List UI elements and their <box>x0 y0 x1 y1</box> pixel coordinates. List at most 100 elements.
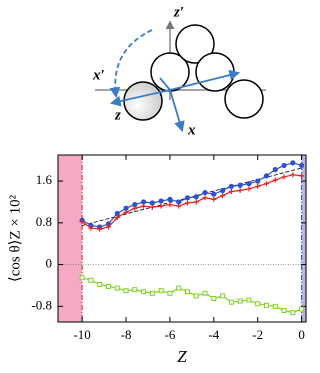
marker <box>79 275 85 281</box>
marker <box>211 196 217 202</box>
marker <box>237 187 243 193</box>
marker <box>176 285 182 291</box>
marker <box>114 285 120 291</box>
marker <box>167 290 173 296</box>
marker <box>272 177 278 183</box>
marker <box>132 287 138 293</box>
marker <box>272 167 278 173</box>
marker <box>272 303 278 309</box>
marker <box>193 293 199 299</box>
marker <box>202 195 208 201</box>
y-tick-label: 0 <box>46 256 53 271</box>
frame <box>57 154 307 323</box>
marker <box>281 162 287 169</box>
rotation-arc <box>109 29 153 99</box>
marker <box>88 277 94 283</box>
marker <box>281 174 287 180</box>
marker <box>220 187 226 194</box>
marker <box>193 194 199 200</box>
label: z <box>114 107 121 123</box>
marker <box>255 178 261 184</box>
label: z′ <box>173 4 184 20</box>
marker <box>123 288 129 294</box>
arrow <box>159 77 171 91</box>
marker <box>176 199 182 205</box>
marker <box>176 203 182 209</box>
circle <box>224 79 264 119</box>
marker <box>158 198 164 204</box>
marker <box>246 181 252 187</box>
marker <box>167 196 173 202</box>
marker <box>237 182 243 188</box>
marker <box>141 289 147 295</box>
marker <box>246 186 252 192</box>
marker <box>228 189 234 195</box>
marker <box>140 199 147 205</box>
marker <box>220 293 226 299</box>
marker <box>158 288 164 294</box>
marker <box>255 183 261 189</box>
marker <box>237 298 243 304</box>
marker <box>255 301 261 307</box>
label: x <box>187 122 196 138</box>
marker <box>263 181 269 187</box>
marker <box>141 203 147 209</box>
marker <box>149 290 155 296</box>
marker <box>290 310 296 316</box>
arrow <box>169 69 241 91</box>
marker <box>79 219 85 225</box>
circle <box>195 52 235 92</box>
marker <box>167 202 173 208</box>
shaded-region <box>301 155 306 322</box>
series-line <box>81 174 302 230</box>
arrow <box>109 89 171 107</box>
marker <box>228 299 234 305</box>
marker <box>220 193 226 199</box>
marker <box>114 210 120 217</box>
marker <box>105 284 111 290</box>
marker <box>97 281 103 287</box>
marker <box>193 199 199 205</box>
y-axis-label: ⟨cos θ⟩Z × 10² <box>7 194 23 282</box>
marker <box>211 191 217 197</box>
x-axis-label: Z <box>177 347 187 366</box>
plot: -10 -8 -6 -4 -2 0 -0.8 0 0.8 1.6 Z ⟨cos θ⟩Z × 10² <box>7 154 307 366</box>
marker <box>149 200 155 206</box>
x-tick-label: -6 <box>165 327 176 342</box>
marker <box>184 195 191 201</box>
diagram: z′ x′ z x <box>92 4 266 138</box>
marker <box>149 204 155 210</box>
arrow <box>169 89 185 133</box>
marker <box>202 189 208 196</box>
x-tick-label: 0 <box>298 327 305 342</box>
marker <box>211 296 217 302</box>
marker <box>184 200 190 206</box>
x-tick-label: -4 <box>208 327 219 342</box>
y-tick-label: 1.6 <box>36 172 53 187</box>
marker <box>299 162 305 169</box>
marker <box>123 205 129 211</box>
marker <box>202 290 208 296</box>
marker <box>105 224 111 230</box>
marker <box>97 226 103 232</box>
marker <box>228 183 234 189</box>
marker <box>114 215 120 221</box>
x-tick-label: -10 <box>73 327 90 342</box>
marker <box>123 209 129 215</box>
marker <box>281 308 287 314</box>
marker <box>263 173 270 179</box>
label: x′ <box>92 67 105 83</box>
marker <box>158 203 164 209</box>
y-tick-label: -0.8 <box>31 297 52 312</box>
marker <box>299 173 305 179</box>
marker <box>132 205 138 211</box>
circle <box>175 24 215 64</box>
x-tick-label: -2 <box>252 327 263 342</box>
marker <box>290 160 296 166</box>
marker <box>246 297 252 303</box>
marker <box>88 225 94 231</box>
marker <box>263 302 269 308</box>
shaded-region <box>58 155 83 322</box>
